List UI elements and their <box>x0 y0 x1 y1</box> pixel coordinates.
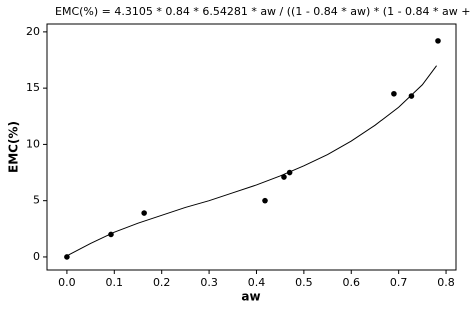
x-tick-label: 0.8 <box>437 276 455 289</box>
x-tick-label: 0.4 <box>248 276 266 289</box>
data-point <box>435 38 441 44</box>
data-point <box>141 210 147 216</box>
y-tick-label: 0 <box>33 250 40 263</box>
y-axis-title: EMC(%) <box>7 121 21 173</box>
x-tick-label: 0.7 <box>390 276 408 289</box>
x-tick-label: 0.5 <box>295 276 313 289</box>
x-axis-title: aw <box>241 290 260 304</box>
x-tick-label: 0.2 <box>153 276 171 289</box>
chart-title: EMC(%) = 4.3105 * 0.84 * 6.54281 * aw / … <box>55 5 474 18</box>
x-tick-label: 0.1 <box>106 276 124 289</box>
y-tick-label: 10 <box>26 137 40 150</box>
data-point <box>391 90 397 97</box>
y-tick-label: 15 <box>26 81 40 94</box>
x-tick-label: 0.3 <box>200 276 218 289</box>
x-tick-label: 0.0 <box>58 276 76 289</box>
y-tick-label: 20 <box>26 25 40 38</box>
data-point <box>262 197 268 204</box>
plot-frame <box>46 23 457 271</box>
y-tick-label: 5 <box>33 194 40 207</box>
x-tick-label: 0.6 <box>343 276 361 289</box>
data-point <box>408 93 415 99</box>
fit-curve <box>66 65 437 257</box>
data-point <box>281 174 287 180</box>
